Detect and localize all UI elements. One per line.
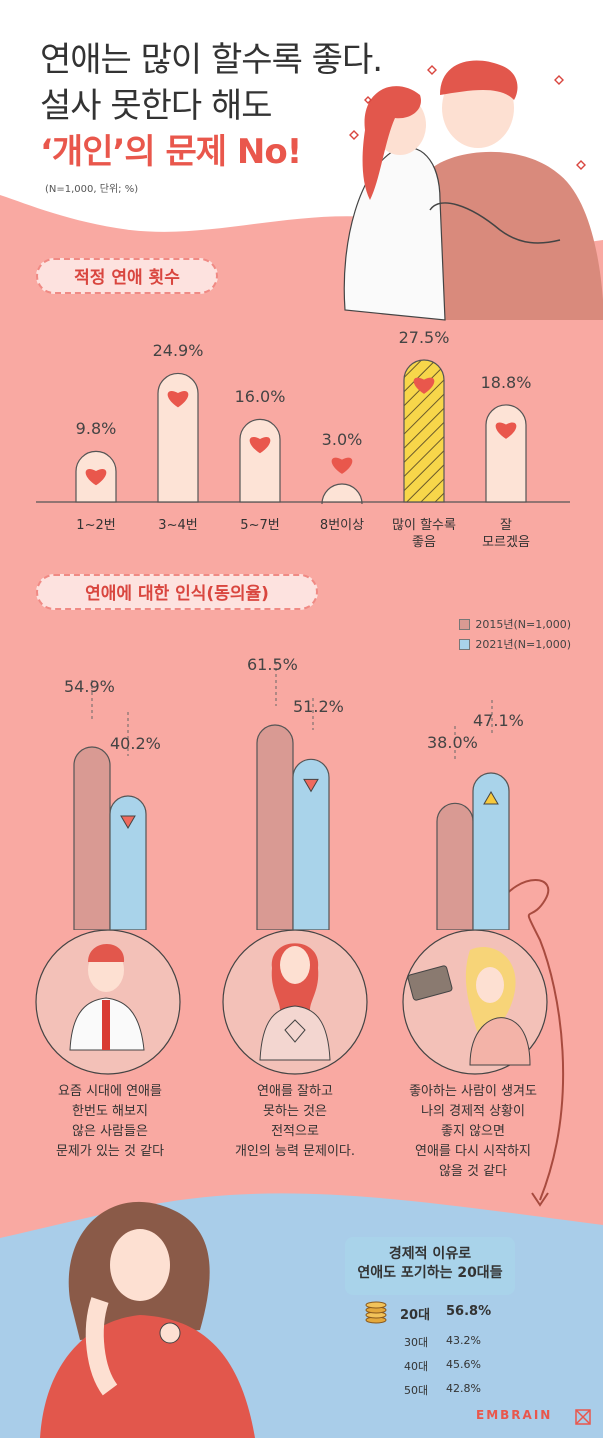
chart2-value-label: 40.2% (110, 734, 161, 753)
chart1-bars (75, 359, 527, 505)
chart1-value-label: 9.8% (75, 419, 117, 439)
chart1-category-label: 5~7번 (240, 518, 280, 533)
chart2-bar-2015 (436, 802, 474, 930)
coin-stack-icon (365, 1301, 387, 1324)
age-value-50s: 42.8% (446, 1382, 481, 1395)
chart1-category-label: 8번이상 (319, 518, 365, 533)
legend-2021-label: 2021년(N=1,000) (475, 638, 571, 651)
title-line-3: ‘개인’의 문제 No! (40, 132, 302, 172)
chart1-bar (239, 418, 281, 503)
down-triangle-icon (303, 778, 319, 793)
age-label-40s: 40대 (404, 1360, 429, 1373)
heart-icon (495, 422, 517, 439)
brand-logo-text: EMBRAIN (476, 1408, 553, 1422)
chart2-value-label: 61.5% (247, 655, 298, 674)
chart2-bar-2021 (292, 758, 330, 930)
chart1-value-label: 27.5% (398, 328, 450, 347)
chart1-category-label: 많이 할수록 좋음 (392, 518, 456, 550)
chart2-bar-2021 (472, 772, 510, 930)
heart-icon (331, 457, 353, 474)
chart1-bar (157, 372, 199, 503)
sample-note: (N=1,000, 단위; %) (45, 184, 139, 195)
chart1-category-label: 1~2번 (76, 518, 116, 533)
up-triangle-icon (483, 791, 499, 805)
chart1-category-label: 잘 모르겠음 (482, 518, 530, 550)
age-label-20s: 20대 (400, 1308, 431, 1323)
economic-title: 경제적 이유로 연애도 포기하는 20대들 (345, 1237, 515, 1295)
title-line-1: 연애는 많이 할수록 좋다. (40, 40, 383, 80)
chart1-bar (485, 404, 527, 503)
embrain-logo-icon (575, 1409, 591, 1425)
section1-label: 적정 연애 횟수 (36, 258, 218, 294)
age-value-40s: 45.6% (446, 1358, 481, 1371)
title-line-2: 설사 못한다 해도 (40, 86, 273, 126)
heart-icon (85, 468, 107, 486)
chart2-value-label: 38.0% (427, 733, 478, 753)
chart1-value-label: 24.9% (152, 341, 204, 361)
caption-2: 연애를 잘하고 못하는 것은 전적으로 개인의 능력 문제이다. (234, 1084, 356, 1159)
chart1-category-label: 3~4번 (158, 518, 198, 533)
legend-2021-swatch (459, 638, 471, 650)
age-label-50s: 50대 (404, 1384, 429, 1397)
chart2-value-label: 54.9% (64, 677, 115, 696)
legend-2015: 2015년(N=1,000) (459, 616, 571, 632)
age-value-20s: 56.8% (446, 1304, 492, 1319)
chart2-value-label: 51.2% (293, 697, 344, 717)
heart-icon (413, 377, 435, 394)
floating-hearts (349, 65, 586, 170)
legend-2021: 2021년(N=1,000) (459, 636, 571, 652)
couple-illustration (343, 60, 603, 321)
legend-2015-swatch (459, 618, 471, 630)
chart2-value-label: 47.1% (473, 711, 524, 730)
swirl-arrow (497, 879, 565, 1201)
caption-1: 요즘 시대에 연애를 한번도 해보지 않은 사람들은 문제가 있는 것 같다 (55, 1084, 165, 1159)
heart-icon (167, 391, 189, 408)
section2-label: 연애에 대한 인식(동의율) (36, 574, 318, 610)
chart1-value-label: 3.0% (321, 430, 363, 449)
chart2-bars (73, 724, 510, 930)
caption-3: 좋아하는 사람이 생겨도 나의 경제적 상황이 좋지 않으면 연애를 다시 시작… (409, 1084, 537, 1179)
chart1-bar (321, 483, 363, 505)
chart2-bar-2015 (256, 724, 294, 930)
chart2-leader-lines (91, 662, 493, 760)
legend-2015-label: 2015년(N=1,000) (475, 618, 571, 631)
chart2-bar-2021 (109, 795, 147, 930)
chart1-value-label: 16.0% (234, 387, 286, 407)
heart-icon (249, 436, 271, 454)
chart2-bar-2015 (73, 746, 111, 930)
illustration-circles (35, 929, 548, 1075)
down-triangle-icon (120, 815, 136, 829)
age-label-30s: 30대 (404, 1336, 429, 1349)
age-value-30s: 43.2% (446, 1334, 481, 1347)
chart1-value-label: 18.8% (480, 372, 532, 392)
chart1-bar (403, 359, 445, 503)
sad-woman-illustration (40, 1201, 255, 1438)
